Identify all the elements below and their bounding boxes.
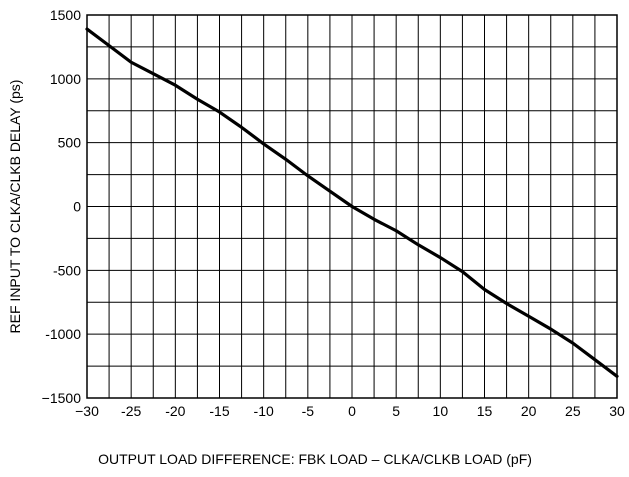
y-tick-label: -1000: [45, 326, 81, 342]
x-tick-label: -25: [121, 403, 141, 419]
x-tick-label: -15: [209, 403, 229, 419]
x-tick-label: -20: [165, 403, 185, 419]
y-tick-label: -500: [53, 262, 81, 278]
x-tick-label: 10: [433, 403, 449, 419]
x-tick-label: -10: [254, 403, 274, 419]
grid: [87, 15, 617, 398]
x-tick-label: 20: [521, 403, 537, 419]
y-tick-label: 500: [58, 135, 82, 151]
y-axis-label: REF INPUT TO CLKA/CLKB DELAY (ps): [7, 80, 23, 334]
x-tick-label: 0: [348, 403, 356, 419]
series-line-1: [85, 27, 619, 378]
y-tick-label: −1500: [42, 390, 82, 406]
tick-labels: −30 -25 -20 -15 -10 -5 0 5 10 15 20 25 30 −1500 -1000 -…: [42, 7, 625, 419]
y-tick-label: 1500: [50, 7, 81, 23]
y-tick-label: 1000: [50, 71, 81, 87]
x-tick-label: 5: [392, 403, 400, 419]
x-tick-label: 15: [477, 403, 493, 419]
x-tick-label: 25: [565, 403, 581, 419]
y-tick-label: 0: [73, 199, 81, 215]
x-axis-label: OUTPUT LOAD DIFFERENCE: FBK LOAD – CLKA/…: [98, 451, 532, 467]
x-tick-label: 30: [609, 403, 625, 419]
x-tick-label: −30: [75, 403, 99, 419]
series-layer: [85, 27, 619, 378]
x-tick-label: -5: [302, 403, 315, 419]
plot-frame: [86, 14, 618, 399]
